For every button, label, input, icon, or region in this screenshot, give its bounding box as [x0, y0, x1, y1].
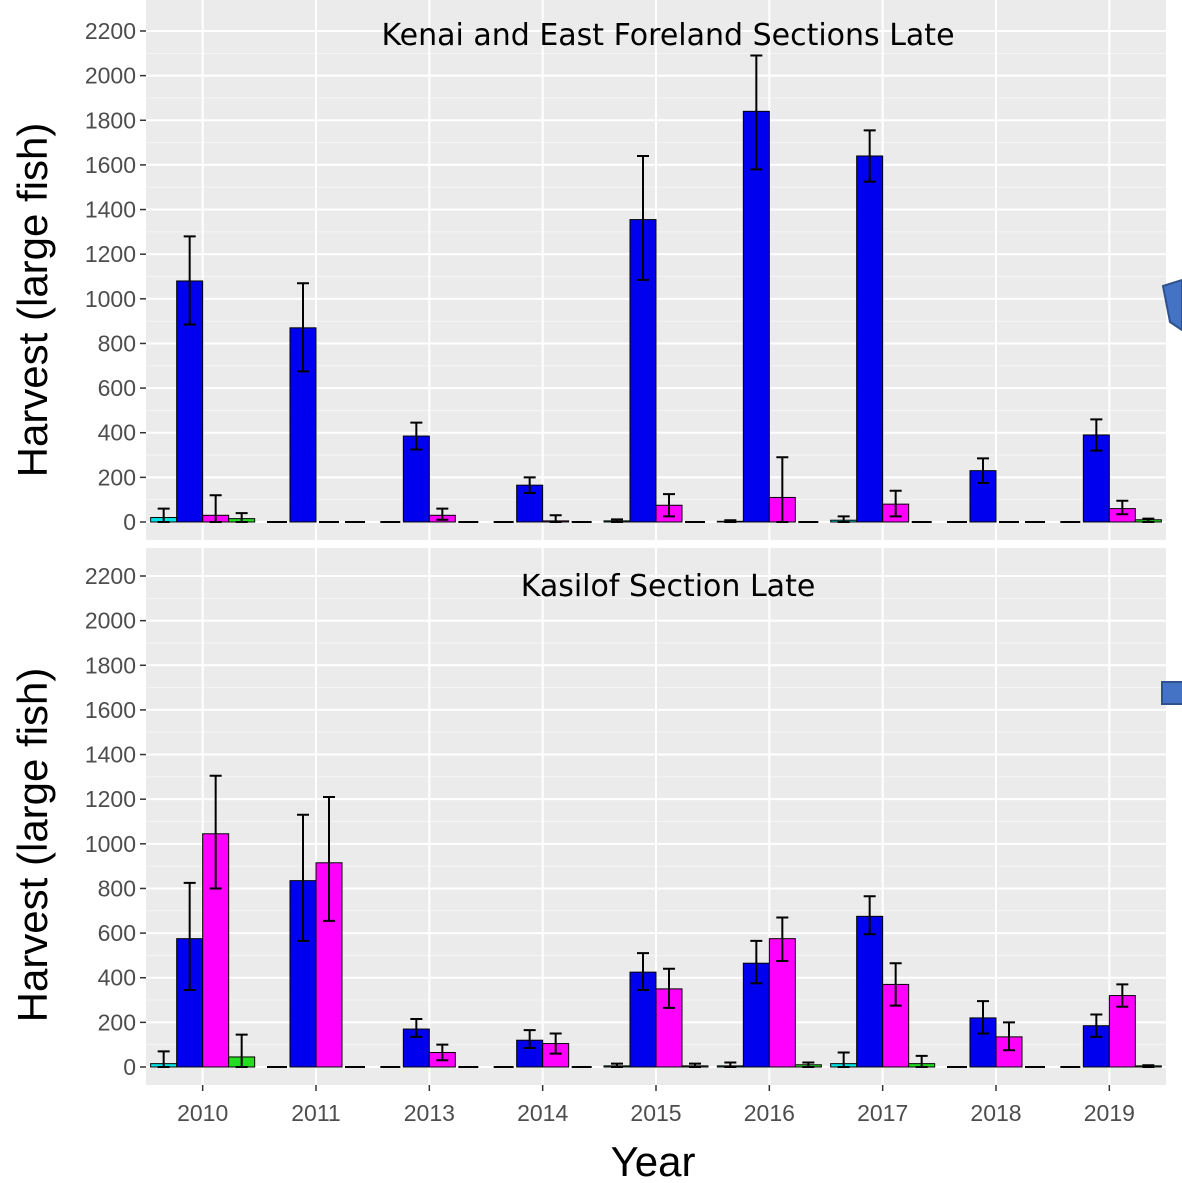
- error-bar: [209, 774, 222, 890]
- error-bar: [915, 1054, 928, 1068]
- y-tick-label: 200: [98, 464, 136, 490]
- error-bar: [523, 1029, 536, 1050]
- y-tick-label: 800: [98, 875, 136, 901]
- error-bar: [549, 1032, 562, 1055]
- error-bar: [549, 514, 562, 523]
- x-tick-label: 2019: [1084, 1100, 1135, 1126]
- y-tick-label: 600: [98, 375, 136, 401]
- error-bar: [637, 952, 649, 992]
- error-bar: [1142, 517, 1155, 523]
- y-tick-label: 400: [98, 965, 136, 991]
- error-bar: [837, 515, 850, 523]
- error-bar: [297, 282, 309, 373]
- y-tick-label: 1400: [85, 742, 136, 768]
- error-bar: [750, 939, 763, 985]
- y-tick-label: 600: [98, 920, 136, 946]
- error-bar: [663, 967, 675, 1009]
- y-tick-label: 1600: [85, 697, 136, 723]
- bar: [856, 155, 884, 523]
- x-tick-label: 2016: [744, 1100, 795, 1126]
- y-tick-label: 2200: [85, 563, 136, 589]
- error-bar: [889, 962, 902, 1007]
- error-bar: [837, 1051, 850, 1068]
- panel-title: Kenai and East Foreland Sections Late: [381, 18, 954, 53]
- y-tick-label: 1200: [85, 786, 136, 812]
- bar: [742, 110, 770, 523]
- error-bar: [157, 1050, 170, 1068]
- y-axis-title-top: Harvest (large fish): [9, 123, 56, 478]
- error-bar: [776, 916, 789, 962]
- error-bar: [863, 129, 876, 183]
- error-bar: [1142, 1064, 1155, 1068]
- error-bar: [436, 507, 449, 521]
- error-bar: [183, 881, 196, 992]
- error-bar: [724, 1061, 737, 1068]
- y-axis-title-bottom: Harvest (large fish): [9, 668, 56, 1023]
- error-bar: [157, 507, 170, 523]
- x-tick-label: 2015: [630, 1100, 681, 1126]
- y-tick-label: 2200: [85, 18, 136, 44]
- error-bar: [611, 1062, 623, 1068]
- y-tick-label: 400: [98, 420, 136, 446]
- error-bar: [1116, 499, 1129, 516]
- y-tick-label: 800: [98, 330, 136, 356]
- bar: [856, 915, 884, 1068]
- error-bar: [611, 518, 623, 523]
- error-bar: [689, 1062, 701, 1068]
- y-tick-label: 200: [98, 1009, 136, 1035]
- error-bar: [235, 1033, 248, 1068]
- y-tick-label: 1000: [85, 831, 136, 857]
- error-bar: [863, 895, 876, 936]
- error-bar: [750, 54, 763, 171]
- error-bar: [523, 476, 536, 494]
- x-tick-label: 2013: [404, 1100, 455, 1126]
- y-tick-label: 1800: [85, 107, 136, 133]
- error-bar: [183, 235, 196, 326]
- arrow-shape-top: [1161, 278, 1182, 332]
- y-tick-label: 1600: [85, 152, 136, 178]
- error-bar: [637, 154, 649, 281]
- x-tick-label: 2017: [857, 1100, 908, 1126]
- y-tick-label: 2000: [85, 608, 136, 634]
- error-bar: [1090, 1013, 1103, 1038]
- error-bar: [1090, 418, 1103, 452]
- y-tick-label: 1400: [85, 197, 136, 223]
- x-tick-label: 2011: [291, 1100, 340, 1126]
- y-tick-label: 1800: [85, 652, 136, 678]
- y-tick-label: 2000: [85, 63, 136, 89]
- error-bar: [1116, 983, 1129, 1008]
- error-bar: [802, 1061, 815, 1068]
- error-bar: [1003, 1021, 1015, 1052]
- x-tick-label: 2010: [177, 1100, 228, 1126]
- y-tick-label: 1000: [85, 286, 136, 312]
- y-tick-label: 1200: [85, 241, 136, 267]
- x-tick-label: 2014: [517, 1100, 568, 1126]
- error-bar: [436, 1043, 449, 1062]
- error-bar: [235, 512, 248, 523]
- y-tick-label: 0: [123, 509, 136, 535]
- error-bar: [323, 795, 335, 922]
- error-bar: [663, 493, 675, 518]
- kasilof-panel: 0 200 400 600 800 1000 1200 1400 1600 1800 2000 220…: [85, 548, 1166, 1126]
- error-bar: [776, 456, 789, 523]
- kenai-panel: 0 200 400 600 800 1000 1200 1400 1600 1800 2000 220…: [85, 0, 1166, 540]
- panel-title: Kasilof Section Late: [521, 569, 816, 604]
- x-tick-label: 2018: [970, 1100, 1021, 1126]
- error-bar: [724, 519, 737, 523]
- y-tick-label: 0: [123, 1054, 136, 1080]
- error-bar: [209, 494, 222, 523]
- arrow-shape-bottom: [1161, 681, 1182, 705]
- error-bar: [410, 421, 423, 451]
- error-bar: [889, 489, 902, 518]
- error-bar: [410, 1018, 423, 1038]
- error-bar: [977, 1000, 989, 1035]
- x-axis-title: Year: [611, 1138, 696, 1183]
- error-bar: [297, 813, 309, 942]
- error-bar: [977, 457, 989, 484]
